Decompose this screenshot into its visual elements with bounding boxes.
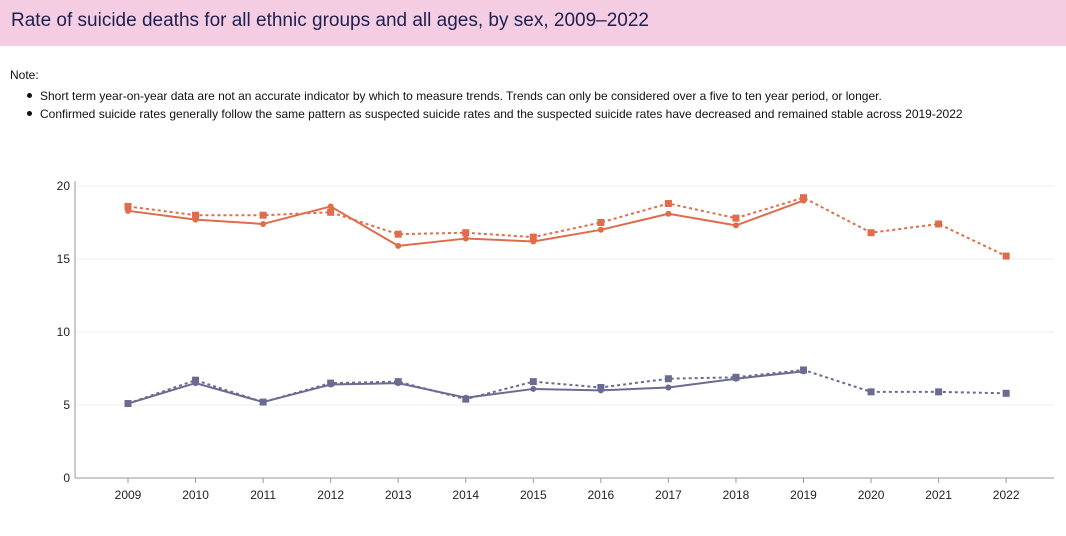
data-point-circle: [665, 384, 672, 391]
x-tick-label: 2017: [655, 488, 682, 502]
x-tick-label: 2015: [520, 488, 547, 502]
x-tick-label: 2021: [925, 488, 952, 502]
note-list: Short term year-on-year data are not an …: [10, 87, 1060, 123]
data-point-circle: [260, 220, 267, 227]
series-purple-dotted: [124, 366, 1010, 408]
page-title: Rate of suicide deaths for all ethnic gr…: [11, 10, 649, 31]
y-tick-label: 20: [57, 179, 71, 193]
note-item: Short term year-on-year data are not an …: [27, 87, 1060, 105]
x-tick-label: 2013: [385, 488, 412, 502]
series-orange-dotted: [124, 194, 1010, 260]
data-point-square: [597, 219, 605, 226]
series-line: [127, 368, 1007, 405]
data-point-square: [259, 398, 267, 406]
data-point-circle: [462, 235, 469, 242]
series-layer: [124, 194, 1010, 408]
data-point-square: [394, 378, 402, 386]
data-point-square: [867, 388, 875, 396]
y-tick-label: 0: [63, 471, 70, 485]
data-point-square: [1002, 389, 1010, 397]
data-point-square: [800, 194, 807, 202]
grid-layer: [75, 185, 1054, 406]
x-tick-label: 2009: [115, 488, 142, 502]
data-point-square: [732, 214, 740, 222]
data-point-circle: [597, 226, 604, 233]
data-point-circle: [665, 210, 672, 217]
data-point-square: [462, 395, 470, 403]
y-tick-label: 10: [57, 325, 71, 339]
data-point-square: [935, 220, 943, 228]
y-tick-label: 5: [63, 398, 70, 412]
data-point-square: [664, 200, 672, 208]
x-tick-label: 2011: [250, 488, 276, 502]
data-point-square: [529, 233, 537, 241]
x-tick-label: 2016: [587, 488, 614, 502]
data-point-square: [732, 373, 740, 381]
y-tick-label: 15: [57, 252, 71, 266]
data-point-square: [664, 375, 672, 383]
data-point-square: [597, 383, 605, 391]
data-point-square: [124, 202, 132, 210]
data-point-square: [327, 379, 335, 387]
x-tick-label: 2010: [182, 488, 209, 502]
chart-title-bar: Rate of suicide deaths for all ethnic gr…: [0, 0, 1066, 46]
data-point-square: [462, 229, 470, 237]
x-tick-label: 2018: [723, 488, 750, 502]
data-point-circle: [395, 242, 402, 249]
data-point-circle: [327, 203, 334, 210]
x-tick-label: 2019: [790, 488, 817, 502]
series-orange-solid: [125, 197, 807, 249]
note-item: Confirmed suicide rates generally follow…: [27, 105, 1060, 123]
data-point-square: [1002, 252, 1010, 260]
data-point-square: [935, 388, 943, 396]
axis-layer: 0 5 10 15 20 2009 2010 2011 2012 2013 2014 2015 2016…: [57, 179, 1054, 502]
data-point-square: [124, 400, 132, 408]
series-line: [127, 196, 1007, 257]
data-point-circle: [732, 222, 739, 229]
data-point-square: [529, 378, 537, 386]
data-point-square: [800, 366, 807, 374]
data-point-square: [192, 376, 200, 384]
data-point-square: [867, 229, 875, 237]
data-point-square: [327, 208, 335, 216]
data-point-circle: [530, 385, 537, 392]
x-tick-label: 2020: [858, 488, 885, 502]
data-point-square: [259, 211, 267, 219]
note-block: Note: Short term year-on-year data are n…: [10, 66, 1060, 123]
data-point-square: [394, 230, 402, 238]
note-label: Note:: [10, 68, 39, 82]
data-point-square: [192, 211, 200, 219]
x-tick-label: 2014: [452, 488, 479, 502]
x-tick-label: 2022: [993, 488, 1020, 502]
x-tick-label: 2012: [317, 488, 344, 502]
